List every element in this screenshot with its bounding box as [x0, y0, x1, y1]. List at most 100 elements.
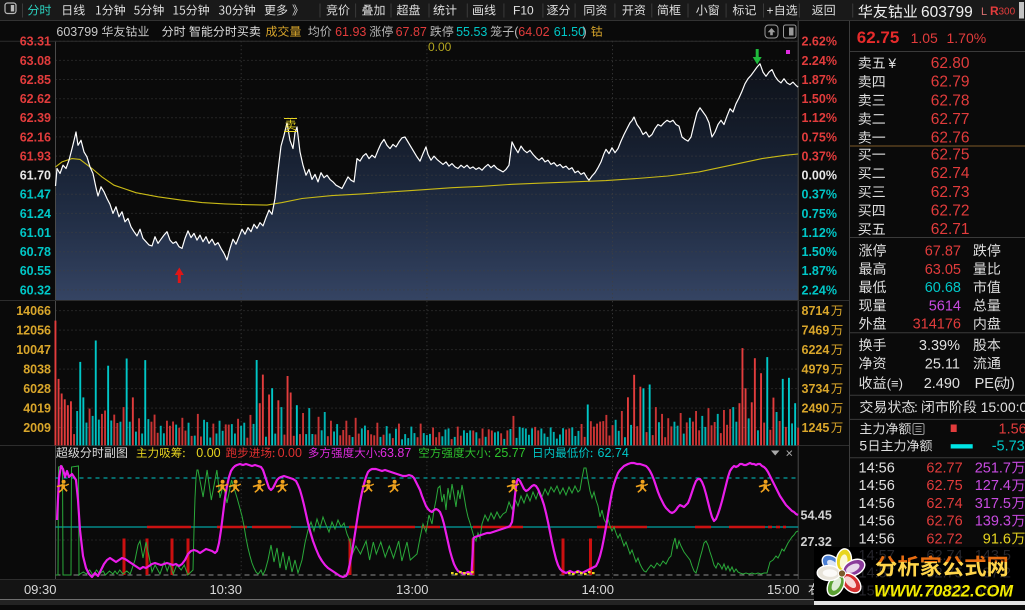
- svg-text:3.39%: 3.39%: [919, 338, 960, 354]
- svg-text:61.47: 61.47: [20, 188, 51, 202]
- svg-text:2.24%: 2.24%: [802, 283, 837, 297]
- svg-text:60.32: 60.32: [20, 283, 51, 297]
- svg-text:1.87%: 1.87%: [802, 73, 837, 87]
- svg-text:62.79: 62.79: [931, 74, 970, 91]
- svg-text:3734: 3734: [802, 382, 830, 396]
- svg-text:62.77: 62.77: [926, 461, 962, 477]
- svg-text:F10: F10: [513, 4, 534, 18]
- svg-text::: :: [914, 399, 918, 415]
- svg-text:PE(: PE(: [975, 376, 999, 392]
- svg-text:+: +: [767, 4, 774, 18]
- svg-text:L: L: [981, 6, 987, 18]
- svg-text:): ): [1010, 376, 1015, 392]
- svg-text:14:56: 14:56: [859, 478, 895, 494]
- svg-text:0.75%: 0.75%: [802, 207, 837, 221]
- svg-text:62.85: 62.85: [20, 73, 51, 87]
- svg-text:5: 5: [859, 437, 867, 453]
- svg-text:8038: 8038: [23, 363, 51, 377]
- svg-text:61.24: 61.24: [20, 207, 51, 221]
- svg-text:0.00: 0.00: [196, 446, 220, 460]
- svg-text:15:00: 15:00: [767, 582, 800, 597]
- svg-text:5614: 5614: [929, 298, 961, 314]
- svg-text:62.39: 62.39: [20, 111, 51, 125]
- svg-text:62.78: 62.78: [931, 92, 970, 109]
- svg-text:62.75: 62.75: [931, 147, 970, 164]
- svg-text:603799: 603799: [921, 4, 973, 21]
- svg-text:6224: 6224: [802, 343, 830, 357]
- svg-text:13:00: 13:00: [396, 582, 429, 597]
- svg-text:67.87: 67.87: [925, 244, 961, 260]
- svg-text:61.93: 61.93: [335, 25, 366, 39]
- svg-text:62.74: 62.74: [931, 165, 970, 182]
- svg-text:603799: 603799: [56, 25, 98, 39]
- svg-text:2009: 2009: [23, 421, 51, 435]
- svg-text:14:56: 14:56: [859, 531, 895, 547]
- svg-text:14:00: 14:00: [581, 582, 614, 597]
- svg-text:62.73: 62.73: [931, 184, 970, 201]
- svg-text:14:56: 14:56: [859, 461, 895, 477]
- svg-text:60.78: 60.78: [20, 245, 51, 259]
- svg-text:0.75%: 0.75%: [802, 130, 837, 144]
- svg-text:127.4: 127.4: [975, 478, 1011, 494]
- svg-text:63.31: 63.31: [20, 35, 51, 49]
- svg-text:25.77: 25.77: [494, 446, 525, 460]
- svg-text:WWW.70822.COM: WWW.70822.COM: [874, 583, 1014, 601]
- svg-text:67.87: 67.87: [396, 25, 427, 39]
- svg-text:62.74: 62.74: [926, 496, 962, 512]
- svg-text:2.62%: 2.62%: [802, 35, 837, 49]
- svg-text:8714: 8714: [802, 304, 830, 318]
- svg-text:64.02: 64.02: [518, 25, 549, 39]
- svg-text:0.37%: 0.37%: [802, 188, 837, 202]
- svg-text:15:00:0: 15:00:0: [981, 399, 1025, 415]
- svg-text:62.75: 62.75: [857, 28, 900, 47]
- svg-text:0.00: 0.00: [428, 40, 452, 54]
- svg-text:6028: 6028: [23, 382, 51, 396]
- svg-text:62.72: 62.72: [926, 531, 962, 547]
- svg-text:0.37%: 0.37%: [802, 150, 837, 164]
- svg-text:0.00: 0.00: [278, 446, 302, 460]
- svg-text:1245: 1245: [802, 421, 830, 435]
- svg-text:): ): [583, 25, 587, 39]
- svg-text:1.50%: 1.50%: [802, 92, 837, 106]
- svg-text:1.12%: 1.12%: [802, 226, 837, 240]
- svg-text:14066: 14066: [16, 304, 51, 318]
- svg-text:1.50%: 1.50%: [802, 245, 837, 259]
- svg-text:61.50: 61.50: [554, 25, 585, 39]
- svg-text:10047: 10047: [16, 343, 51, 357]
- svg-text:139.3: 139.3: [975, 514, 1011, 530]
- svg-text:14:56: 14:56: [859, 514, 895, 530]
- svg-text:60.68: 60.68: [925, 280, 961, 296]
- svg-text:62.71: 62.71: [931, 221, 970, 238]
- svg-text:2.490: 2.490: [924, 376, 960, 392]
- svg-text:55.53: 55.53: [456, 25, 487, 39]
- svg-text:317.5: 317.5: [975, 496, 1011, 512]
- svg-text:62.77: 62.77: [931, 111, 970, 128]
- svg-text:14:56: 14:56: [859, 496, 895, 512]
- svg-text:2.24%: 2.24%: [802, 54, 837, 68]
- svg-text:1.12%: 1.12%: [802, 111, 837, 125]
- svg-text:54.45: 54.45: [801, 509, 832, 523]
- svg-text:62.62: 62.62: [20, 92, 51, 106]
- svg-text:10:30: 10:30: [209, 582, 242, 597]
- svg-text:62.16: 62.16: [20, 130, 51, 144]
- svg-text:-5.73: -5.73: [992, 438, 1025, 454]
- svg-text:91.6: 91.6: [983, 531, 1011, 547]
- svg-text:60.55: 60.55: [20, 264, 51, 278]
- svg-text:63.08: 63.08: [20, 54, 51, 68]
- svg-text:62.76: 62.76: [931, 130, 970, 147]
- svg-text:300: 300: [999, 7, 1016, 18]
- svg-text:7469: 7469: [802, 324, 830, 338]
- svg-text:1.87%: 1.87%: [802, 264, 837, 278]
- svg-text:27.32: 27.32: [801, 535, 832, 549]
- svg-text:0.00%: 0.00%: [802, 169, 837, 183]
- svg-text:¥: ¥: [887, 55, 896, 71]
- svg-text:12056: 12056: [16, 324, 51, 338]
- svg-text:1.05: 1.05: [911, 30, 938, 46]
- svg-text:62.75: 62.75: [926, 478, 962, 494]
- svg-text:61.01: 61.01: [20, 226, 51, 240]
- svg-text:2490: 2490: [802, 402, 830, 416]
- svg-text:251.7: 251.7: [975, 461, 1011, 477]
- svg-text:25.11: 25.11: [925, 356, 960, 372]
- svg-text:62.74: 62.74: [598, 446, 629, 460]
- svg-text:09:30: 09:30: [24, 582, 57, 597]
